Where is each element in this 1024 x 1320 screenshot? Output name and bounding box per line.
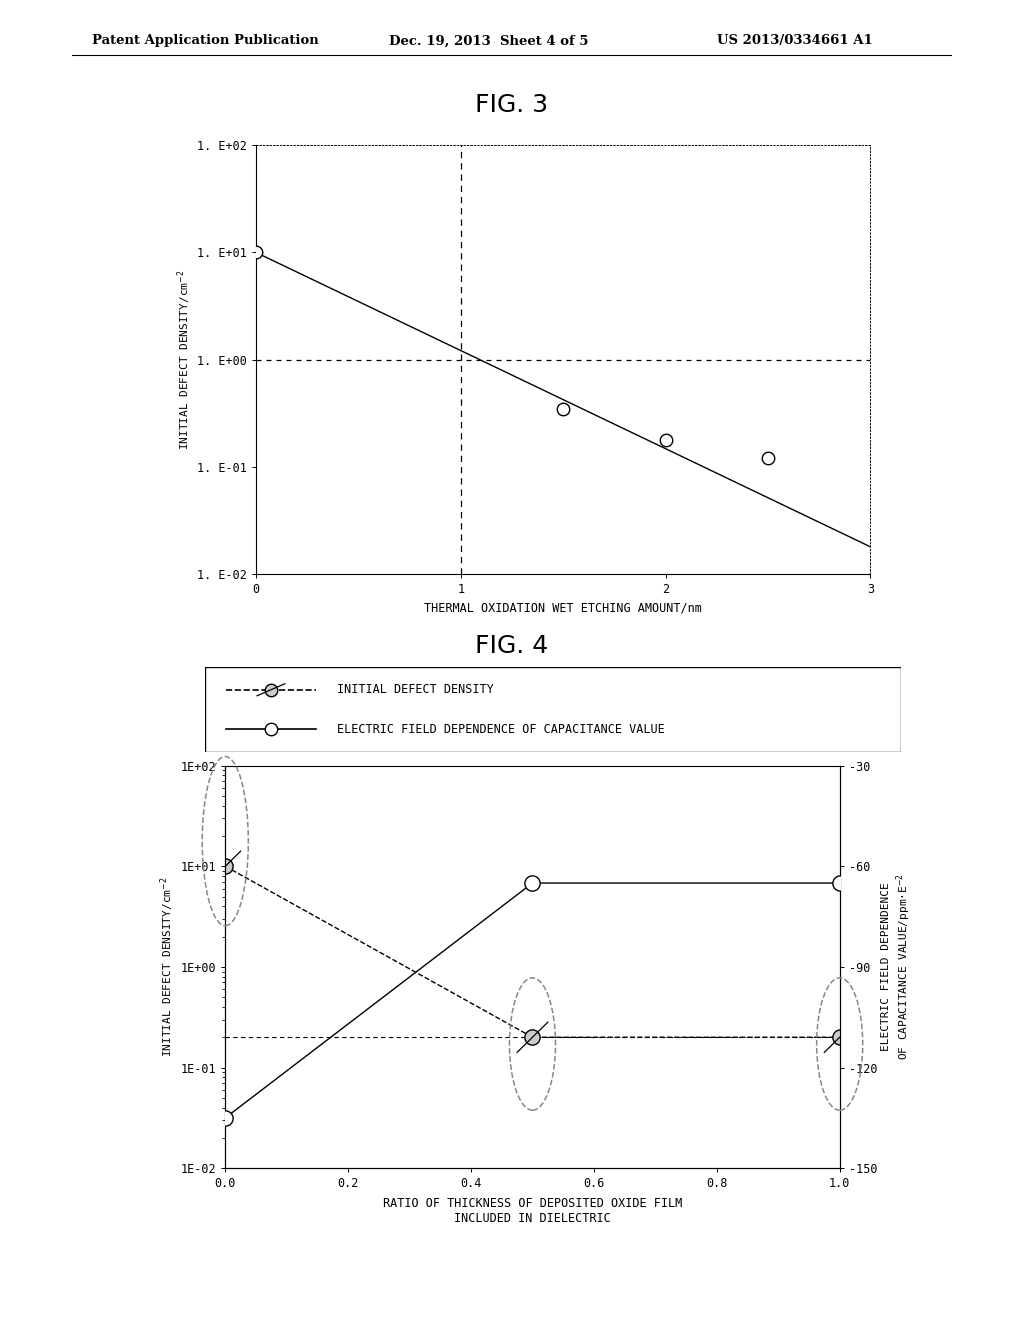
FancyBboxPatch shape [205,667,901,752]
X-axis label: RATIO OF THICKNESS OF DEPOSITED OXIDE FILM
INCLUDED IN DIELECTRIC: RATIO OF THICKNESS OF DEPOSITED OXIDE FI… [383,1197,682,1225]
Y-axis label: INITIAL DEFECT DENSITY/cm$^{-2}$: INITIAL DEFECT DENSITY/cm$^{-2}$ [159,876,176,1057]
Text: Patent Application Publication: Patent Application Publication [92,34,318,48]
Text: FIG. 4: FIG. 4 [475,635,549,659]
Text: INITIAL DEFECT DENSITY: INITIAL DEFECT DENSITY [337,684,494,696]
Y-axis label: ELECTRIC FIELD DEPENDENCE
OF CAPACITANCE VALUE/ppm·E$^{-2}$: ELECTRIC FIELD DEPENDENCE OF CAPACITANCE… [882,874,912,1060]
Text: US 2013/0334661 A1: US 2013/0334661 A1 [717,34,872,48]
Text: Dec. 19, 2013  Sheet 4 of 5: Dec. 19, 2013 Sheet 4 of 5 [389,34,589,48]
Y-axis label: INITIAL DEFECT DENSITY/cm$^{-2}$: INITIAL DEFECT DENSITY/cm$^{-2}$ [175,269,193,450]
Text: ELECTRIC FIELD DEPENDENCE OF CAPACITANCE VALUE: ELECTRIC FIELD DEPENDENCE OF CAPACITANCE… [337,723,665,735]
X-axis label: THERMAL OXIDATION WET ETCHING AMOUNT/nm: THERMAL OXIDATION WET ETCHING AMOUNT/nm [424,602,702,615]
Text: FIG. 3: FIG. 3 [475,94,549,117]
